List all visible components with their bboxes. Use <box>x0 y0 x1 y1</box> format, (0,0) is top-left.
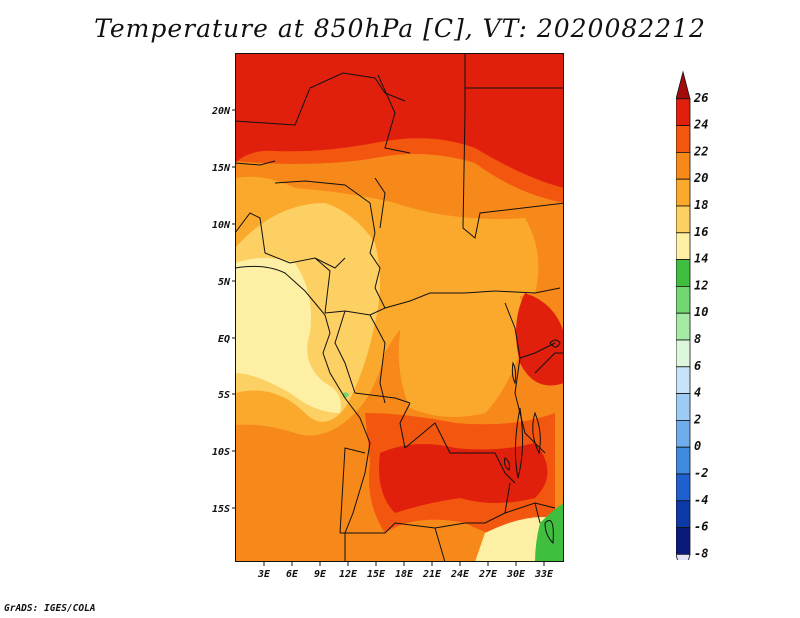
colorbar-swatch <box>676 152 691 180</box>
field-26-south <box>379 443 548 513</box>
colorbar-label: 6 <box>694 359 701 373</box>
colorbar-bottom-triangle <box>676 554 691 560</box>
colorbar-label: 16 <box>694 225 708 239</box>
lakes <box>504 339 561 545</box>
lat-tick-label: 5S <box>218 390 230 401</box>
colorbar-swatch <box>676 339 691 368</box>
colorbar-swatch <box>676 366 691 394</box>
colorbar-swatch <box>676 473 691 502</box>
lat-axis: 20N 15N 10N 5N EQ 5S 10S 15S <box>211 106 236 515</box>
colorbar-swatch <box>676 500 691 528</box>
lat-tick-label: 10S <box>212 447 230 458</box>
lon-tick-label: 15E <box>367 569 386 580</box>
lat-tick-label: EQ <box>218 334 230 345</box>
lon-tick-label: 33E <box>534 569 554 580</box>
footer-credit: GrADS: IGES/COLA <box>4 603 96 614</box>
lon-tick-label: 3E <box>257 569 271 580</box>
colorbar-label: -8 <box>694 546 708 560</box>
colorbar-label: -4 <box>694 493 708 507</box>
colorbar-label: 24 <box>693 118 708 132</box>
colorbar-label: 20 <box>693 171 708 185</box>
colorbar-label: 0 <box>694 439 701 453</box>
field-14-coast <box>235 258 341 413</box>
lon-tick-label: 21E <box>422 569 442 580</box>
lon-axis: 3E 6E 9E 12E 15E 18E 21E 24E 27E 30E 33E <box>257 562 554 580</box>
lon-tick-label: 9E <box>314 569 327 580</box>
colorbar-swatch <box>676 125 691 153</box>
colorbar-label: -6 <box>694 520 708 534</box>
colorbar-label: 12 <box>694 278 708 292</box>
colorbar-label: 14 <box>694 252 708 266</box>
chart-title: Temperature at 850hPa [C], VT: 202008221… <box>94 14 706 43</box>
colorbar-swatch <box>676 178 691 207</box>
coastline <box>235 265 371 562</box>
colorbar-label: -2 <box>694 466 708 480</box>
lon-tick-label: 30E <box>506 569 526 580</box>
lat-tick-label: 15S <box>212 504 230 515</box>
field-26-north <box>235 53 564 188</box>
lon-tick-label: 6E <box>286 569 299 580</box>
colorbar-swatch <box>676 232 691 261</box>
colorbar-swatch <box>676 419 691 448</box>
lon-tick-label: 18E <box>395 569 414 580</box>
lon-tick-label: 12E <box>339 569 358 580</box>
lat-tick-label: 15N <box>212 163 231 174</box>
temperature-map <box>235 53 564 562</box>
colorbar-swatch <box>676 259 691 287</box>
colorbar-swatch <box>676 205 691 234</box>
colorbar-label: 4 <box>694 386 701 400</box>
field-12-highland <box>535 503 564 562</box>
map-frame-border <box>235 53 564 562</box>
colorbar-swatch <box>676 285 691 314</box>
colorbar-swatch <box>676 98 691 126</box>
colorbar-label: 18 <box>694 198 708 212</box>
colorbar-swatch <box>676 393 691 421</box>
colorbar-swatch <box>676 527 691 555</box>
field-18-east <box>398 274 525 417</box>
colorbar-top-triangle <box>676 70 691 100</box>
field-26-east <box>516 293 564 386</box>
colorbar-label: 26 <box>693 91 708 105</box>
lat-tick-label: 5N <box>218 277 231 288</box>
colorbar-label: 8 <box>694 332 701 346</box>
field-20-atlantic <box>235 429 338 562</box>
colorbar-swatch <box>676 312 691 341</box>
colorbar-label: 22 <box>693 144 708 158</box>
lat-tick-label: 10N <box>212 220 231 231</box>
country-borders <box>235 53 564 562</box>
lon-tick-label: 27E <box>478 569 498 580</box>
colorbar-label: 10 <box>694 305 708 319</box>
colorbar-swatch <box>676 446 691 475</box>
colorbar-label: 2 <box>693 412 701 426</box>
lon-tick-label: 24E <box>450 569 470 580</box>
lat-tick-label: 20N <box>211 106 231 117</box>
